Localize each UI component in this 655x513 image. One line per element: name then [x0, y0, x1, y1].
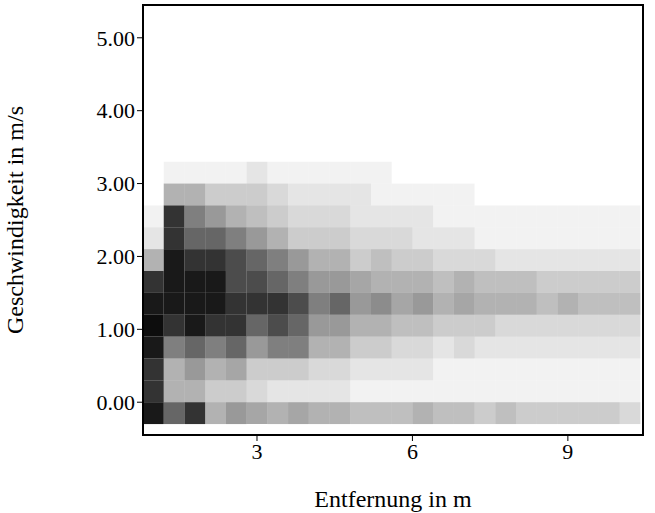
svg-text:1.00: 1.00: [97, 317, 136, 342]
svg-text:3: 3: [251, 439, 262, 464]
svg-text:5.00: 5.00: [97, 26, 136, 51]
svg-text:0.00: 0.00: [97, 390, 136, 415]
svg-text:4.00: 4.00: [97, 98, 136, 123]
svg-text:2.00: 2.00: [97, 244, 136, 269]
svg-text:Entfernung in m: Entfernung in m: [314, 486, 472, 512]
svg-text:3.00: 3.00: [97, 171, 136, 196]
svg-text:6: 6: [407, 439, 418, 464]
svg-text:9: 9: [562, 439, 573, 464]
svg-text:Geschwindigkeit in m/s: Geschwindigkeit in m/s: [2, 106, 28, 334]
